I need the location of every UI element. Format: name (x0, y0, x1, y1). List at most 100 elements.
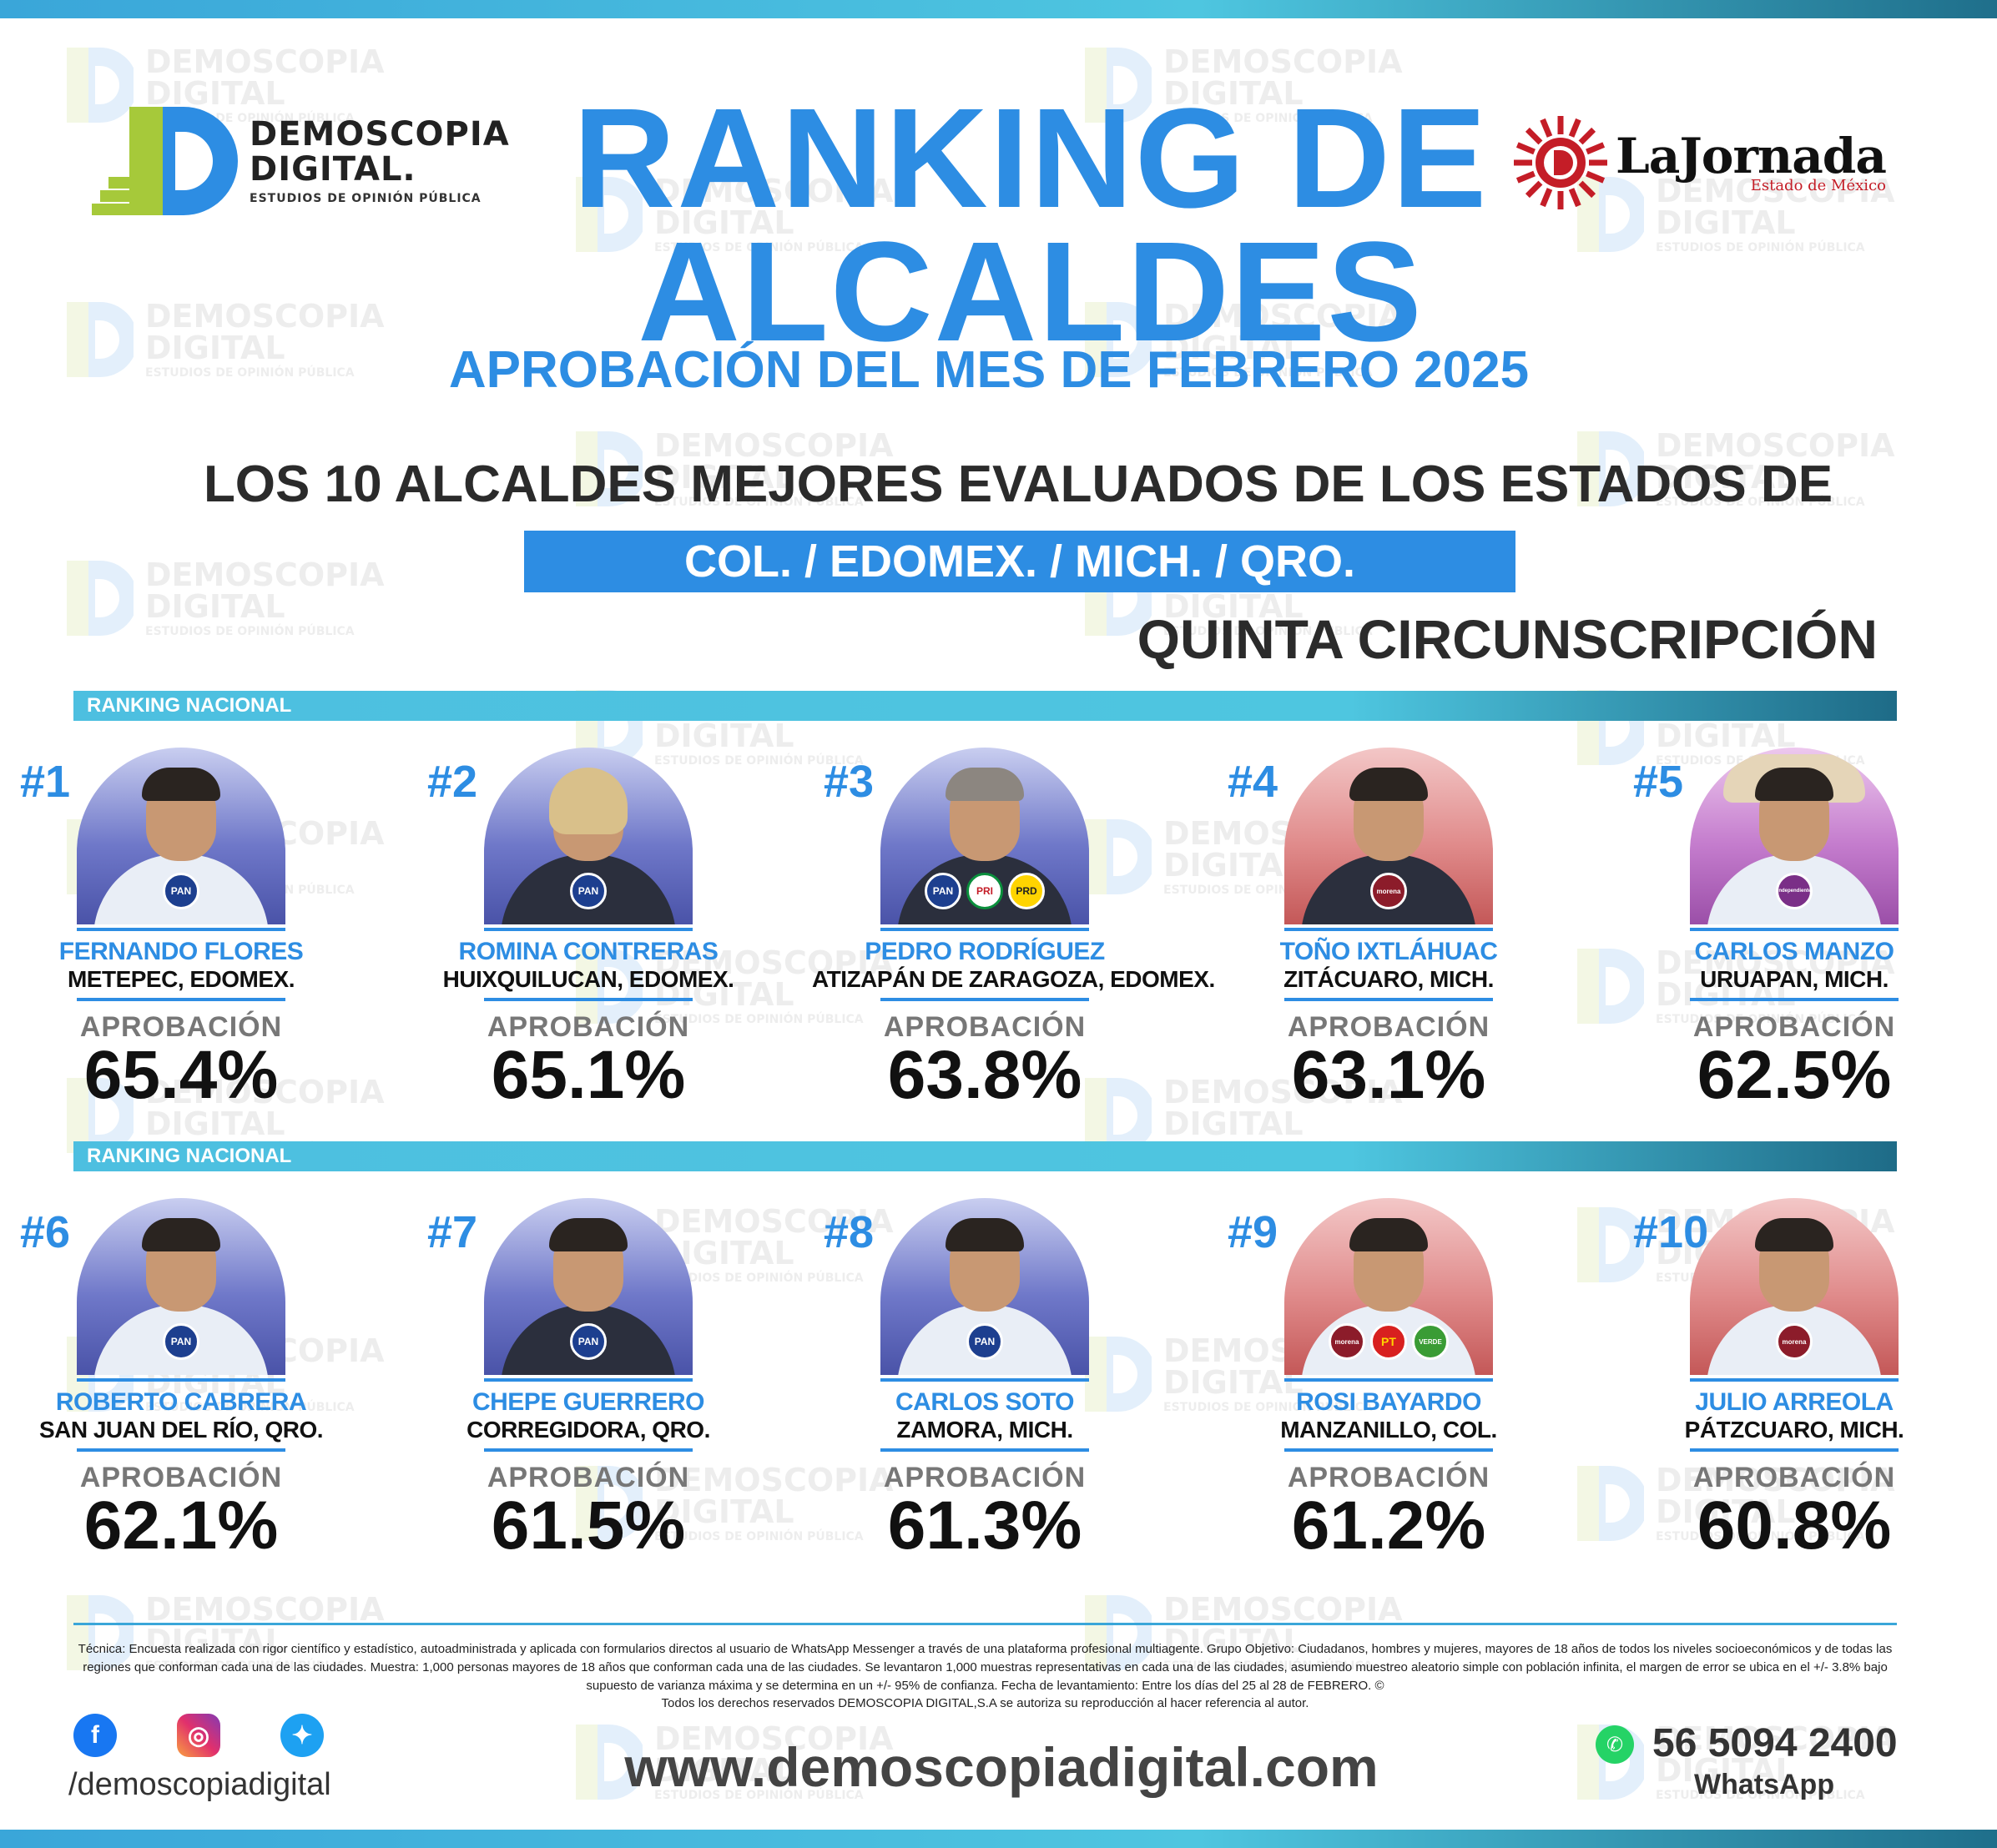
name-divider-bottom (77, 998, 285, 1001)
watermark-line-3: ESTUDIOS DE OPINIÓN PÚBLICA (654, 1789, 864, 1802)
watermark-line-3: ESTUDIOS DE OPINIÓN PÚBLICA (1163, 1659, 1373, 1673)
watermark-line-3: ESTUDIOS DE OPINIÓN PÚBLICA (145, 1659, 355, 1673)
name-divider-bottom (1284, 998, 1493, 1001)
watermark-line-2: DIGITAL (654, 459, 794, 496)
approval-value: 62.5% (1697, 1037, 1892, 1113)
watermark-line-2: DIGITAL (1656, 1493, 1796, 1530)
party-logo-icon: VERDE (1412, 1323, 1449, 1360)
whatsapp-icon[interactable]: ✆ (1596, 1725, 1634, 1764)
party-label: PRD (1016, 885, 1037, 897)
watermark-d-icon (1577, 177, 1644, 252)
party-label: PAN (932, 885, 954, 897)
watermark-d-icon (67, 48, 134, 123)
mayor-photo: PAN (484, 748, 693, 924)
rank-number: #7 (427, 1207, 478, 1257)
photo-hair (946, 768, 1024, 801)
approval-value: 65.4% (83, 1037, 279, 1113)
party-logo-icon: PAN (163, 873, 199, 909)
mayor-city: ZAMORA, MICH. (896, 1417, 1073, 1443)
watermark-line-2: DIGITAL (145, 1623, 285, 1659)
watermark-line-3: ESTUDIOS DE OPINIÓN PÚBLICA (654, 496, 864, 509)
approval-value: 61.2% (1291, 1488, 1486, 1563)
watermark-line-1: DEMOSCOPIA (1163, 1074, 1403, 1110)
facebook-icon[interactable]: f (73, 1714, 117, 1757)
name-divider-bottom (1284, 1448, 1493, 1452)
watermark-line-2: DIGITAL (1163, 330, 1304, 366)
mayor-name: PEDRO RODRÍGUEZ (865, 938, 1105, 965)
name-divider-top (1284, 1378, 1493, 1382)
watermark-d-icon (67, 561, 134, 636)
logo-line-2: DIGITAL. (250, 150, 416, 189)
watermark-line-3: ESTUDIOS DE OPINIÓN PÚBLICA (1163, 366, 1373, 380)
watermark-line-1: DEMOSCOPIA (654, 1462, 894, 1498)
watermark-line-1: DEMOSCOPIA (654, 944, 894, 981)
website-link[interactable]: www.demoscopiadigital.com (624, 1736, 1379, 1798)
logo-line-3: ESTUDIOS DE OPINIÓN PÚBLICA (250, 192, 482, 205)
approval-value: 63.8% (887, 1037, 1082, 1113)
tecnica-text: Técnica: Encuesta realizada con rigor ci… (78, 1642, 1893, 1693)
mayor-photo: independiente (1690, 748, 1899, 924)
heading: LOS 10 ALCALDES MEJORES EVALUADOS DE LOS… (203, 456, 1833, 513)
watermark-line-3: ESTUDIOS DE OPINIÓN PÚBLICA (654, 1271, 864, 1285)
watermark-d-icon (1577, 431, 1644, 506)
approval-label: APROBACIÓN (79, 1462, 283, 1493)
la-jornada-region: Estado de México (1750, 177, 1886, 194)
mayor-city: URUAPAN, MICH. (1700, 966, 1889, 992)
name-divider-bottom (880, 998, 1089, 1001)
name-divider-bottom (77, 1448, 285, 1452)
photo-hair (1349, 1218, 1428, 1251)
watermark-line-3: ESTUDIOS DE OPINIÓN PÚBLICA (654, 241, 864, 254)
watermark-line-2: DIGITAL (1656, 976, 1796, 1013)
mayor-photo: PAN PRI PRD (880, 748, 1089, 924)
la-jornada-name: LaJornada (1616, 128, 1887, 184)
instagram-icon[interactable]: ◎ (177, 1714, 220, 1757)
mayor-name: FERNANDO FLORES (58, 938, 304, 965)
approval-value: 60.8% (1697, 1488, 1892, 1563)
mayor-photo: morena PT VERDE (1284, 1198, 1493, 1375)
circunscripcion-label: QUINTA CIRCUNSCRIPCIÓN (1137, 608, 1878, 670)
rank-number: #5 (1633, 757, 1684, 807)
watermark-line-2: DIGITAL (1656, 718, 1796, 754)
watermark-line-3: ESTUDIOS DE OPINIÓN PÚBLICA (1656, 241, 1865, 254)
watermark-line-2: DIGITAL (1163, 75, 1304, 112)
party-label: VERDE (1419, 1337, 1442, 1346)
watermark-line-1: DEMOSCOPIA (145, 1074, 385, 1110)
mayor-photo: PAN (880, 1198, 1089, 1375)
name-divider-bottom (1690, 998, 1899, 1001)
photo-hair (1755, 1218, 1833, 1251)
twitter-icon[interactable]: ✦ (280, 1714, 324, 1757)
demoscopia-logo: DEMOSCOPIA DIGITAL. ESTUDIOS DE OPINIÓN … (92, 107, 510, 215)
watermark-d-icon (1085, 48, 1152, 123)
party-label: PAN (974, 1336, 996, 1347)
watermark-line-2: DIGITAL (654, 1493, 794, 1530)
name-divider-top (77, 928, 285, 931)
name-divider-top (1690, 1378, 1899, 1382)
watermark-d-icon (576, 177, 643, 252)
mayor-name: JULIO ARREOLA (1695, 1388, 1894, 1416)
whatsapp-label: WhatsApp (1694, 1769, 1835, 1800)
social-handle[interactable]: /demoscopiadigital (68, 1767, 331, 1802)
watermark-line-1: DEMOSCOPIA (654, 427, 894, 464)
footer-divider (73, 1623, 1897, 1625)
watermark-line-1: DEMOSCOPIA (1163, 43, 1403, 80)
party-label: PAN (577, 885, 599, 897)
watermark-d-icon (1577, 1466, 1644, 1541)
phone-number[interactable]: 56 5094 2400 (1652, 1721, 1898, 1765)
approval-value: 61.5% (491, 1488, 686, 1563)
watermark-line-2: DIGITAL (654, 976, 794, 1013)
party-logo-icon: independiente (1776, 873, 1813, 909)
la-jornada-sun-icon (1514, 116, 1607, 209)
party-logo-icon: PAN (570, 873, 607, 909)
states-box: COL. / EDOMEX. / MICH. / QRO. (524, 531, 1515, 592)
mayor-name: CARLOS SOTO (895, 1388, 1074, 1416)
party-label: morena (1334, 1337, 1359, 1346)
rank-number: #4 (1228, 757, 1278, 807)
name-divider-bottom (484, 1448, 693, 1452)
